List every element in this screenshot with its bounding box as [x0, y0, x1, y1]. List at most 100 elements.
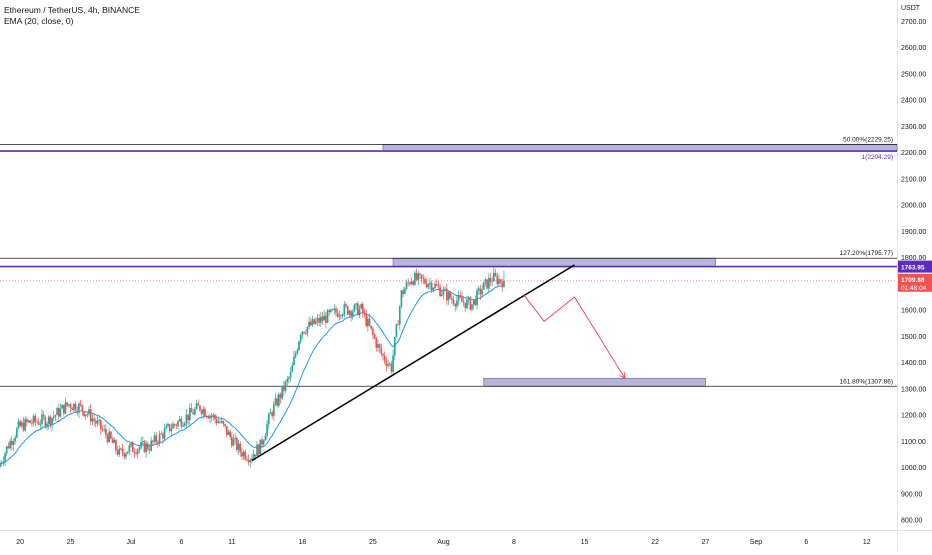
candle-body: [51, 417, 53, 425]
candle-body: [393, 337, 396, 356]
candle-body: [202, 408, 205, 414]
candle-body: [99, 419, 102, 430]
candle-body: [452, 300, 455, 305]
candle-body: [385, 361, 388, 367]
y-tick-label: 1300.00: [901, 386, 926, 393]
candle-body: [242, 451, 245, 457]
fib-161-label: 161.80%(1307.86): [840, 378, 894, 385]
candle-body: [225, 426, 228, 435]
candle-body: [234, 437, 237, 440]
y-tick-label: 2200.00: [901, 150, 926, 157]
candle-body: [279, 394, 282, 399]
candle-body: [52, 416, 55, 418]
candle-body: [173, 423, 176, 425]
candle-body: [410, 281, 413, 285]
candle-body: [397, 324, 399, 326]
resistance-price-text: 1763.95: [901, 265, 925, 272]
candle-body: [501, 282, 504, 288]
candle-body: [388, 363, 391, 365]
candle-body: [363, 313, 366, 314]
candle-body: [439, 286, 441, 297]
candle-body: [482, 282, 485, 290]
candle-body: [274, 398, 277, 405]
candle-body: [135, 452, 137, 454]
candle-body: [316, 318, 319, 321]
countdown-text: 01:48:04: [901, 285, 927, 292]
candle-body: [266, 424, 268, 436]
candle-body: [219, 421, 221, 423]
candle-body: [131, 443, 134, 452]
current-price-text: 1709.88: [901, 277, 925, 284]
candle-body: [294, 353, 297, 357]
candle-body: [26, 419, 28, 422]
candle-body: [378, 344, 381, 348]
candle-body: [2, 461, 5, 463]
candle-body: [407, 282, 410, 284]
x-tick-label: 8: [512, 539, 516, 546]
candle-body: [464, 302, 467, 309]
candle-body: [205, 416, 208, 417]
x-tick-label: 20: [16, 539, 24, 546]
x-tick-label: 25: [67, 539, 75, 546]
candle-body: [471, 304, 473, 310]
y-tick-label: 2500.00: [901, 71, 926, 78]
candle-body: [175, 424, 178, 426]
candle-body: [167, 424, 169, 426]
candle-body: [210, 415, 213, 417]
y-tick-label: 1000.00: [901, 465, 926, 472]
candle-body: [62, 404, 65, 414]
candle-body: [358, 308, 361, 316]
candle-body: [419, 273, 421, 275]
candle-body: [377, 344, 379, 348]
y-tick-label: 900.00: [901, 491, 923, 498]
candle-body: [116, 450, 119, 455]
candle-body: [444, 288, 446, 290]
y-tick-label: 2000.00: [901, 203, 926, 210]
y-tick-label: 1400.00: [901, 360, 926, 367]
candle-body: [158, 433, 161, 444]
candle-body: [141, 441, 144, 443]
candle-body: [383, 355, 386, 362]
candle-body: [106, 434, 109, 443]
y-tick-label: 2300.00: [901, 124, 926, 131]
candle-body: [466, 299, 468, 309]
candle-body: [271, 412, 273, 417]
candle-body: [326, 310, 329, 323]
candle-body: [241, 452, 243, 457]
candle-body: [188, 408, 191, 421]
candle-body: [239, 443, 242, 453]
candle-body: [456, 300, 458, 307]
candle-body: [293, 356, 295, 366]
candle-body: [143, 441, 146, 453]
candle-body: [24, 419, 27, 431]
candle-body: [160, 433, 163, 435]
x-tick-label: 15: [581, 539, 589, 546]
candle-body: [69, 404, 72, 409]
candle-body: [123, 453, 126, 457]
candle-body: [437, 285, 440, 287]
candle-body: [89, 409, 92, 422]
candle-body: [54, 414, 57, 417]
candle-body: [264, 435, 267, 441]
candle-body: [0, 462, 3, 464]
candle-body: [47, 416, 50, 424]
candle-body: [400, 290, 403, 307]
candle-body: [136, 449, 139, 454]
candle-body: [440, 294, 443, 297]
candle-body: [249, 459, 252, 463]
candle-body: [392, 355, 394, 372]
candle-body: [272, 404, 275, 417]
candle-body: [168, 424, 171, 432]
candle-body: [246, 459, 248, 461]
candle-body: [155, 435, 158, 443]
candle-body: [350, 310, 352, 317]
candle-body: [199, 405, 201, 411]
candle-body: [163, 428, 166, 439]
candle-body: [247, 460, 250, 463]
candle-body: [459, 295, 462, 298]
candle-body: [224, 424, 226, 427]
candle-body: [125, 453, 127, 457]
